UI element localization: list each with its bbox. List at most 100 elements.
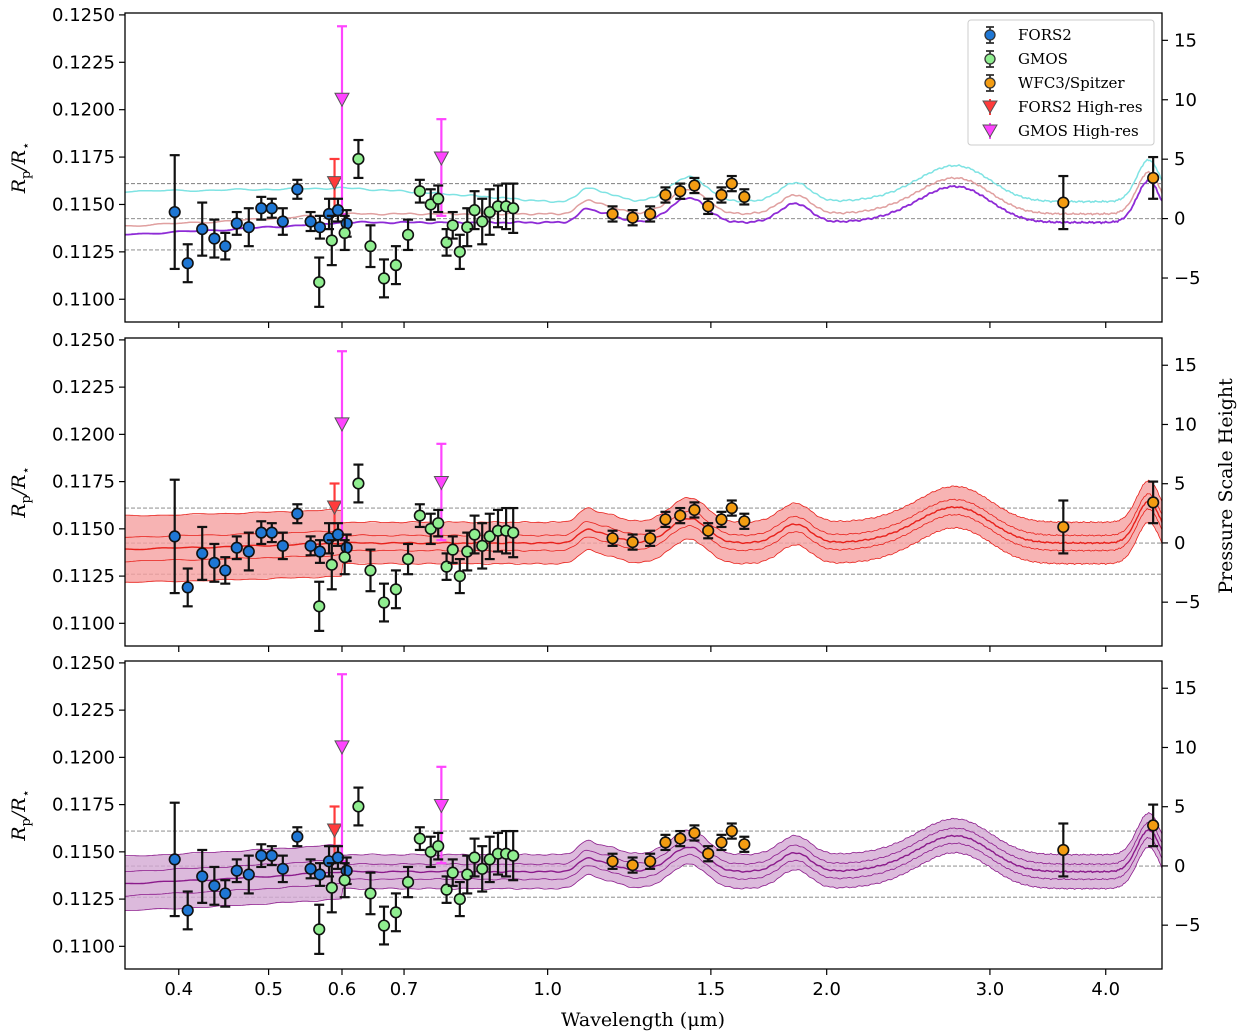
highres-point: [326, 823, 343, 839]
data-point: [208, 556, 221, 569]
data-point: [313, 276, 326, 289]
highres-point: [334, 417, 350, 432]
y2-tick-label: 0: [1174, 209, 1185, 230]
data-point: [304, 215, 317, 228]
data-point: [446, 866, 459, 879]
y2-tick-label: 15: [1174, 678, 1197, 699]
data-point: [688, 826, 701, 840]
data-point: [242, 868, 255, 881]
y2-tick-label: 5: [1174, 474, 1185, 495]
data-point: [659, 836, 672, 849]
data-point: [413, 185, 426, 198]
y-axis-title-part: ⋆: [19, 466, 34, 474]
legend-marker: [984, 53, 996, 65]
data-point: [688, 503, 701, 517]
legend-marker: [984, 29, 996, 41]
data-point: [674, 832, 687, 845]
y2-tick-label: 15: [1174, 30, 1197, 51]
data-point: [208, 232, 221, 245]
data-point: [626, 535, 639, 549]
y-tick-label: 0.1150: [52, 519, 115, 540]
data-point: [461, 221, 474, 234]
data-point: [219, 564, 232, 577]
y2-tick-label: 10: [1174, 90, 1197, 111]
data-point: [453, 245, 466, 258]
data-point: [313, 868, 327, 881]
model-band-line: [125, 828, 1162, 885]
model-band-line: [125, 836, 1162, 897]
y-tick-label: 0.1250: [52, 653, 115, 674]
y-tick-label: 0.1100: [52, 613, 115, 634]
data-point: [440, 236, 453, 249]
data-point: [265, 202, 278, 215]
data-point: [446, 219, 459, 232]
data-point: [688, 179, 701, 192]
y-axis-title-part: R: [8, 179, 30, 194]
data-point: [338, 226, 351, 240]
data-point: [483, 853, 496, 866]
data-point: [291, 830, 304, 843]
data-point: [325, 881, 338, 894]
data-point: [352, 152, 365, 166]
y-tick-label: 0.1225: [52, 700, 115, 721]
data-point: [674, 509, 687, 522]
x-tick-label: 1.0: [533, 979, 562, 1000]
y2-axis-title: Pressure Scale Height: [1215, 378, 1237, 594]
data-point: [702, 200, 715, 213]
y2-tick-label: 0: [1174, 533, 1185, 554]
data-point: [219, 887, 232, 900]
data-point: [181, 257, 194, 270]
y-tick-label: 0.1125: [52, 242, 115, 263]
model-band-line: [125, 499, 1162, 551]
data-point: [196, 547, 209, 560]
data-point: [1147, 819, 1160, 832]
highres-point: [433, 798, 450, 814]
data-point: [715, 513, 728, 526]
data-point: [468, 851, 481, 864]
axes-frame: [124, 12, 1163, 323]
data-point: [626, 211, 639, 224]
highres-point: [334, 92, 350, 108]
y2-tick-label: 10: [1174, 414, 1197, 435]
data-point: [483, 530, 496, 543]
y-axis-title-part: ⋆: [19, 142, 34, 150]
data-point: [606, 207, 619, 221]
data-point: [1147, 171, 1160, 185]
legend-label: GMOS: [1018, 50, 1068, 68]
data-point: [313, 923, 326, 936]
data-point: [659, 513, 672, 526]
data-point: [242, 221, 255, 234]
model-band-line: [125, 821, 1162, 873]
panel-3: 0.1100 0.1125 0.1150 0.1175 0.1200 0.1225 0.12…: [8, 653, 1201, 1000]
data-point: [242, 545, 255, 558]
data-point: [453, 892, 466, 906]
data-point: [304, 539, 317, 552]
y-tick-label: 0.1225: [52, 52, 115, 73]
data-point: [181, 904, 194, 917]
x-tick-label: 0.4: [164, 979, 193, 1000]
data-point: [255, 202, 268, 215]
data-point: [401, 875, 415, 889]
y-axis-title-part: p: [19, 171, 34, 179]
data-point: [230, 217, 243, 230]
data-point: [389, 259, 403, 272]
model-band-line: [125, 508, 1162, 563]
y-tick-label: 0.1250: [52, 5, 115, 26]
y-tick-label: 0.1150: [52, 842, 115, 863]
data-point: [401, 552, 415, 566]
data-point: [389, 583, 403, 596]
legend-label: FORS2: [1018, 26, 1072, 44]
y-axis-title: Rp/R⋆: [8, 466, 34, 519]
legend: FORS2 GMOS WFC3/Spitzer FORS2 High-res GMOS …: [967, 19, 1155, 146]
y2-tick-label: −5: [1174, 592, 1201, 613]
y2-tick-label: 15: [1174, 355, 1197, 376]
legend-marker: [982, 124, 998, 138]
data-point: [208, 879, 221, 892]
data-point: [715, 836, 728, 849]
data-point: [377, 596, 391, 609]
data-point: [644, 207, 657, 221]
data-point: [168, 530, 181, 543]
x-tick-label: 2.0: [812, 979, 841, 1000]
data-point: [1057, 196, 1070, 209]
plot-area: [125, 673, 1162, 955]
